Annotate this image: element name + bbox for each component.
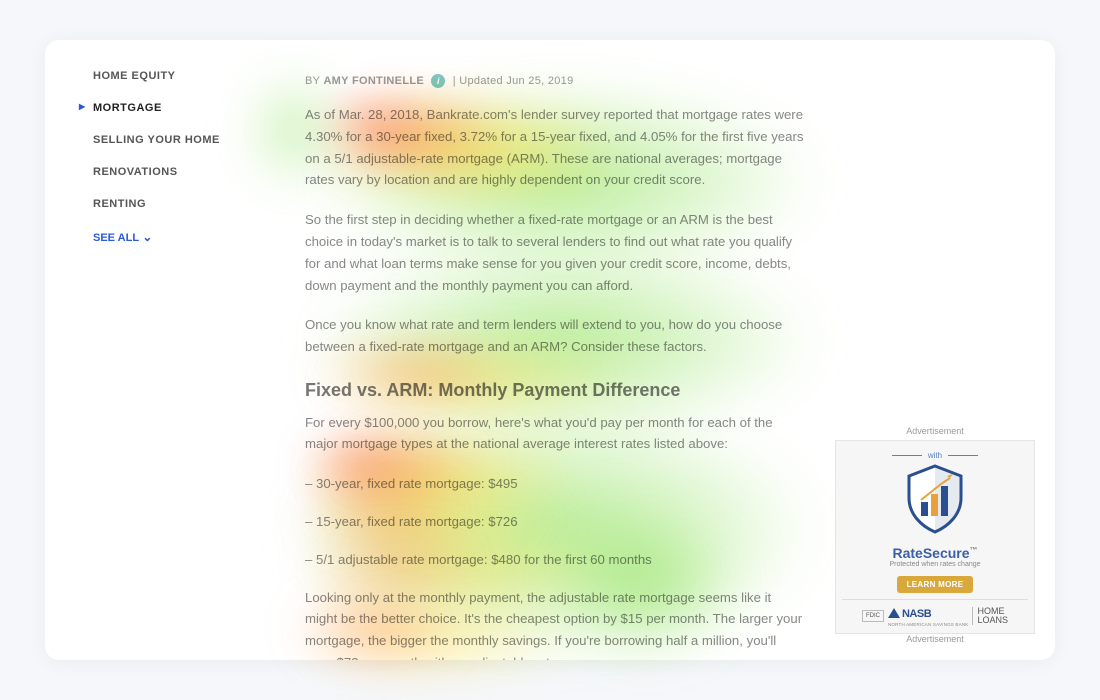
ad-brand: RateSecure™ [842,545,1028,561]
updated-date: Updated Jun 25, 2019 [459,75,573,87]
sidebar-item-renting[interactable]: RENTING [93,188,263,220]
nasb-logo: NASB NORTH AMERICAN SAVINGS BANK [888,604,969,627]
ad-subtitle: Protected when rates change [842,561,1028,568]
see-all-link[interactable]: SEE ALL [93,220,263,254]
bullet-15yr: – 15-year, fixed rate mortgage: $726 [305,511,805,533]
paragraph-2: So the first step in deciding whether a … [305,209,805,296]
paragraph-4: For every $100,000 you borrow, here's wh… [305,412,805,456]
info-icon[interactable]: i [431,74,445,88]
paragraph-3: Once you know what rate and term lenders… [305,314,805,358]
home-loans-text: HOMELOANS [972,607,1008,625]
sidebar-item-selling[interactable]: SELLING YOUR HOME [93,124,263,156]
byline-prefix: BY [305,75,323,87]
learn-more-button[interactable]: LEARN MORE [897,576,974,593]
sidebar: HOME EQUITY MORTGAGE SELLING YOUR HOME R… [93,60,263,254]
byline: BY AMY FONTINELLE i | Updated Jun 25, 20… [305,72,805,90]
ad-with: with [842,451,1028,460]
ad-label-bottom: Advertisement [835,634,1035,644]
ad-label-top: Advertisement [835,426,1035,436]
bullet-arm: – 5/1 adjustable rate mortgage: $480 for… [305,549,805,571]
bullet-30yr: – 30-year, fixed rate mortgage: $495 [305,473,805,495]
author-name[interactable]: AMY FONTINELLE [323,75,424,87]
paragraph-1: As of Mar. 28, 2018, Bankrate.com's lend… [305,104,805,191]
ad-logos: FDIC NASB NORTH AMERICAN SAVINGS BANK HO… [842,599,1028,627]
sidebar-item-mortgage[interactable]: MORTGAGE [93,92,263,124]
paragraph-5: Looking only at the monthly payment, the… [305,587,805,660]
sidebar-item-home-equity[interactable]: HOME EQUITY [93,60,263,92]
shield-icon [903,464,967,534]
fdic-badge: FDIC [862,610,884,622]
article-content: BY AMY FONTINELLE i | Updated Jun 25, 20… [305,72,805,660]
page-card: HOME EQUITY MORTGAGE SELLING YOUR HOME R… [45,40,1055,660]
sidebar-item-renovations[interactable]: RENOVATIONS [93,156,263,188]
ad-box[interactable]: with RateSecure™ Protected when rates ch… [835,440,1035,634]
advertisement: Advertisement with RateSecure™ Protected… [835,426,1035,648]
section-heading: Fixed vs. ARM: Monthly Payment Differenc… [305,376,805,406]
